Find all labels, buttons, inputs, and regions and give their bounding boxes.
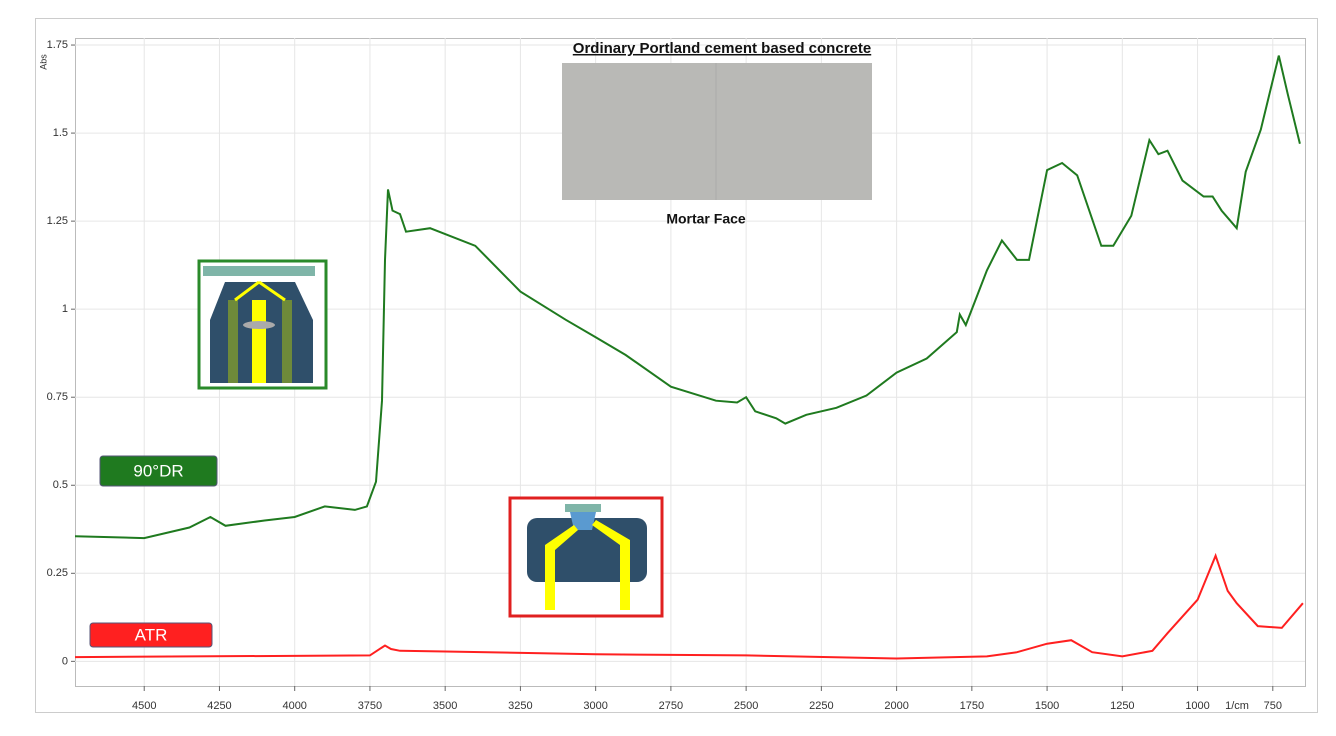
- legend-label: 90°DR: [133, 461, 183, 480]
- chart-title: Ordinary Portland cement based concrete: [573, 40, 871, 57]
- x-tick-label: 4500: [132, 700, 156, 712]
- plot-area: [75, 38, 1306, 687]
- atr-diagram: [508, 496, 664, 618]
- x-tick-label: 3750: [358, 700, 382, 712]
- y-tick-label: 0: [62, 655, 68, 667]
- photo-caption: Mortar Face: [666, 211, 746, 227]
- x-axis-label: 1/cm: [1225, 700, 1249, 712]
- x-tick-label: 750: [1264, 700, 1282, 712]
- x-tick-label: 1250: [1110, 700, 1134, 712]
- series-line: [74, 55, 1301, 540]
- x-tick-label: 3000: [583, 700, 607, 712]
- lines: [74, 55, 1304, 660]
- y-tick-label: 0.25: [47, 567, 68, 579]
- y-tick-label: 1.25: [47, 215, 68, 227]
- photo: [562, 63, 872, 200]
- grid: 0 0.25 0.5 0.75 1 1.25 1.5 1.75 4500 4250 4000 3750…: [47, 38, 1305, 712]
- x-tick-label: 2500: [734, 700, 758, 712]
- legend-box: [89, 622, 213, 648]
- x-tick-label: 3500: [433, 700, 457, 712]
- y-tick-label: 1.5: [53, 127, 68, 139]
- y-tick-label: 1.75: [47, 39, 68, 51]
- x-tick-label: 4250: [207, 700, 231, 712]
- x-tick-label: 2750: [659, 700, 683, 712]
- x-tick-label: 4000: [282, 700, 306, 712]
- x-tick-label: 1500: [1035, 700, 1059, 712]
- x-tick-label: 1750: [960, 700, 984, 712]
- dr-diagram: [197, 259, 328, 390]
- y-tick-label: 0.5: [53, 479, 68, 491]
- y-tick-label: 1: [62, 303, 68, 315]
- legend: 90°DR ATR: [89, 455, 218, 648]
- legend-box: [99, 455, 218, 487]
- y-axis-label: Abs: [38, 54, 48, 70]
- x-tick-label: 1000: [1185, 700, 1209, 712]
- legend-label: ATR: [135, 625, 168, 644]
- x-tick-label: 2000: [884, 700, 908, 712]
- x-tick-label: 2250: [809, 700, 833, 712]
- y-tick-label: 0.75: [47, 391, 68, 403]
- series-line: [74, 552, 1304, 660]
- x-tick-label: 3250: [508, 700, 532, 712]
